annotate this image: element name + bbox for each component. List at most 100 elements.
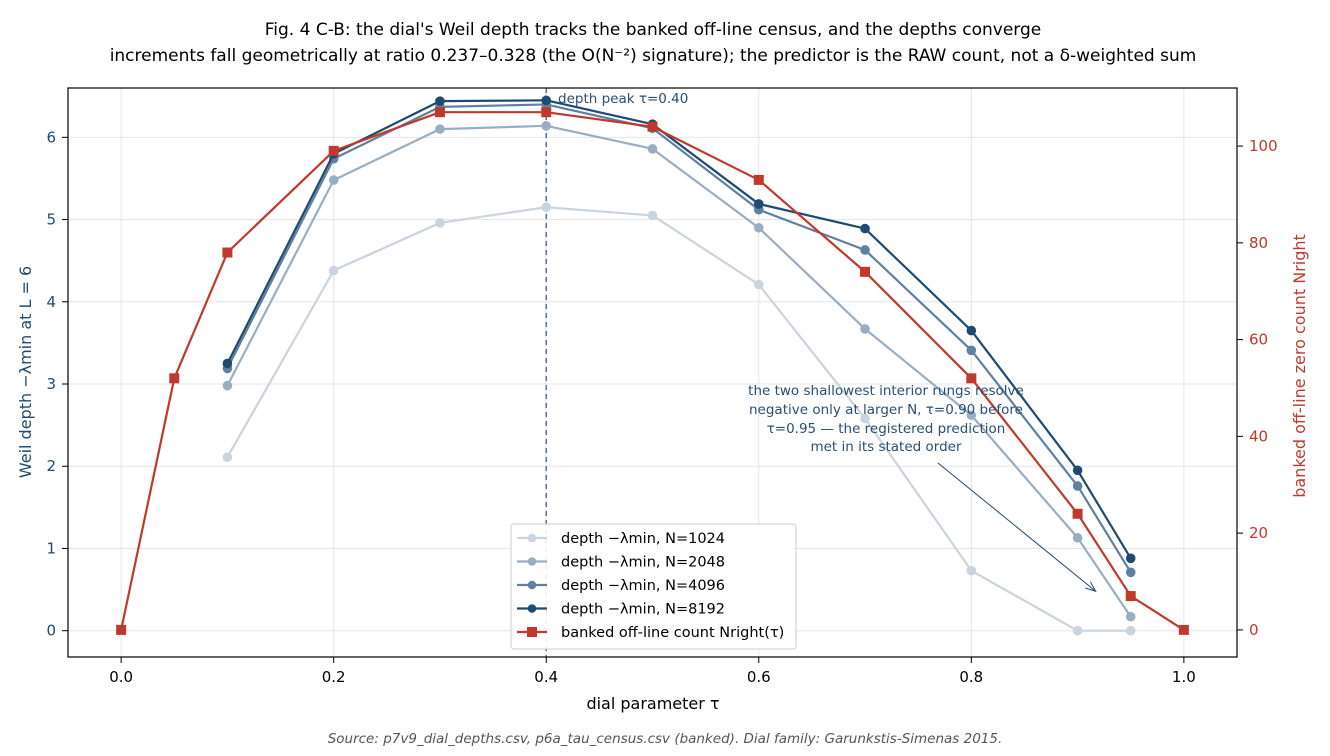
series-n0 <box>222 202 1136 636</box>
series-3-point-9 <box>1125 553 1136 564</box>
series-2-point-9 <box>1125 567 1136 578</box>
y-left-tick-label-2: 2 <box>46 457 56 475</box>
x-tick-label-4: 0.8 <box>959 668 983 686</box>
annotation-line-4: met in its stated order <box>810 439 962 455</box>
x-tick-label-2: 0.4 <box>534 668 558 686</box>
y-axis-left-ticks: 0 1 2 3 4 5 6 <box>46 128 68 640</box>
series-1-point-1 <box>328 175 339 185</box>
census-point-12 <box>1178 624 1189 635</box>
census-point-1 <box>169 373 180 384</box>
x-tick-label-3: 0.6 <box>747 668 771 686</box>
x-tick-label-1: 0.2 <box>322 668 346 686</box>
legend-swatch-marker-0 <box>527 533 537 543</box>
y-right-tick-label-3: 60 <box>1249 331 1268 349</box>
annotation-line-2: negative only at larger N, τ=0.90 before <box>749 402 1023 418</box>
legend-item-2: depth −λmin, N=4096 <box>517 578 725 594</box>
y-axis-right-label: banked off-line zero count Nright <box>1290 234 1309 498</box>
series-1-point-0 <box>222 380 233 391</box>
series-0-point-8 <box>1072 625 1083 636</box>
annotation: the two shallowest interior rungs resolv… <box>748 383 1024 455</box>
annotation-arrow-shaft <box>937 462 1096 592</box>
series-1-point-4 <box>647 144 658 154</box>
census-point-3 <box>328 145 339 156</box>
census-layer <box>116 107 1189 635</box>
legend-item-0: depth −λmin, N=1024 <box>517 531 725 547</box>
y-right-tick-label-2: 40 <box>1249 427 1268 445</box>
y-left-tick-label-0: 0 <box>46 622 56 640</box>
series-1-point-9 <box>1125 611 1136 622</box>
series-0-point-9 <box>1125 625 1136 636</box>
census-point-6 <box>647 121 658 132</box>
series-1-point-8 <box>1072 532 1083 543</box>
census-point-5 <box>541 107 552 118</box>
annotation-line-1: the two shallowest interior rungs resolv… <box>748 383 1024 399</box>
y-left-tick-label-5: 5 <box>46 211 56 229</box>
y-left-tick-label-3: 3 <box>46 375 56 393</box>
census-point-4 <box>434 107 445 118</box>
series-3-point-2 <box>435 96 445 106</box>
series-2-point-7 <box>966 345 977 356</box>
y-left-tick-label-6: 6 <box>46 128 56 146</box>
legend-label-3: depth −λmin, N=8192 <box>561 602 725 618</box>
series-1-point-6 <box>860 324 870 334</box>
series-2-point-6 <box>860 245 870 255</box>
legend-label-2: depth −λmin, N=4096 <box>561 578 725 594</box>
series-0-point-6 <box>860 413 870 424</box>
series-1-point-3 <box>541 121 552 131</box>
annotation-line-3: τ=0.95 — the registered prediction <box>767 421 1006 437</box>
x-axis-ticks: 0.0 0.2 0.4 0.6 0.8 1.0 <box>109 657 1196 686</box>
series-n1 <box>222 121 1136 622</box>
legend-item-4: banked off-line count Nright(τ) <box>517 625 784 641</box>
legend-label-0: depth −λmin, N=1024 <box>561 531 725 547</box>
legend-swatch-marker-2 <box>527 580 537 590</box>
series-3-point-5 <box>753 199 764 209</box>
annotation-arrow <box>937 462 1097 593</box>
series-3-point-7 <box>966 325 977 336</box>
chart-title-line2: increments fall geometrically at ratio 0… <box>110 46 1197 66</box>
census-point-0 <box>116 624 127 635</box>
y-left-tick-label-4: 4 <box>46 293 56 311</box>
legend-label-4: banked off-line count Nright(τ) <box>561 625 784 641</box>
y-right-tick-label-5: 100 <box>1249 137 1278 155</box>
census-point-9 <box>966 373 977 384</box>
series-3-point-0 <box>222 358 233 369</box>
series-3-point-8 <box>1072 465 1083 476</box>
series-n3 <box>222 95 1136 564</box>
x-axis-label: dial parameter τ <box>586 694 719 713</box>
series-2-point-8 <box>1072 481 1083 491</box>
series-1-point-2 <box>435 124 445 134</box>
legend-swatch-marker-4 <box>527 627 537 637</box>
plot-frame <box>67 87 1238 658</box>
series-0-point-1 <box>328 265 339 276</box>
series-line-2 <box>226 103 1132 573</box>
x-tick-label-0: 0.0 <box>109 668 133 686</box>
series-0-point-2 <box>435 218 445 228</box>
census-point-7 <box>753 174 764 185</box>
x-tick-label-5: 1.0 <box>1172 668 1196 686</box>
series-line-1 <box>226 124 1132 618</box>
series-1-point-5 <box>753 222 764 233</box>
annotation-arrow-head <box>1085 581 1097 593</box>
series-line-3 <box>226 99 1132 559</box>
source-note: Source: p7v9_dial_depths.csv, p6a_tau_ce… <box>328 731 1003 747</box>
series-line-0 <box>226 206 1131 632</box>
y-axis-left-label: Weil depth −λmin at L = 6 <box>16 266 35 478</box>
depth-peak-label: depth peak τ=0.40 <box>558 91 688 107</box>
legend-swatch-marker-3 <box>527 604 537 613</box>
legend-item-3: depth −λmin, N=8192 <box>517 602 725 618</box>
census-point-10 <box>1072 508 1083 519</box>
series-3-point-6 <box>860 223 870 234</box>
census-point-8 <box>860 266 871 277</box>
series-0-point-0 <box>222 452 233 462</box>
y-left-tick-label-1: 1 <box>46 539 56 557</box>
series-0-point-4 <box>647 210 658 221</box>
chart-title-line1: Fig. 4 C-B: the dial's Weil depth tracks… <box>265 20 1042 40</box>
census-point-11 <box>1125 591 1136 602</box>
y-right-tick-label-4: 80 <box>1249 234 1268 252</box>
legend-label-1: depth −λmin, N=2048 <box>561 555 725 571</box>
y-right-tick-label-0: 0 <box>1249 621 1259 639</box>
series-0-point-3 <box>541 202 552 213</box>
legend-swatch-marker-1 <box>527 557 537 566</box>
legend: depth −λmin, N=1024 depth −λmin, N=2048 de… <box>510 523 797 650</box>
legend-box <box>510 523 797 650</box>
